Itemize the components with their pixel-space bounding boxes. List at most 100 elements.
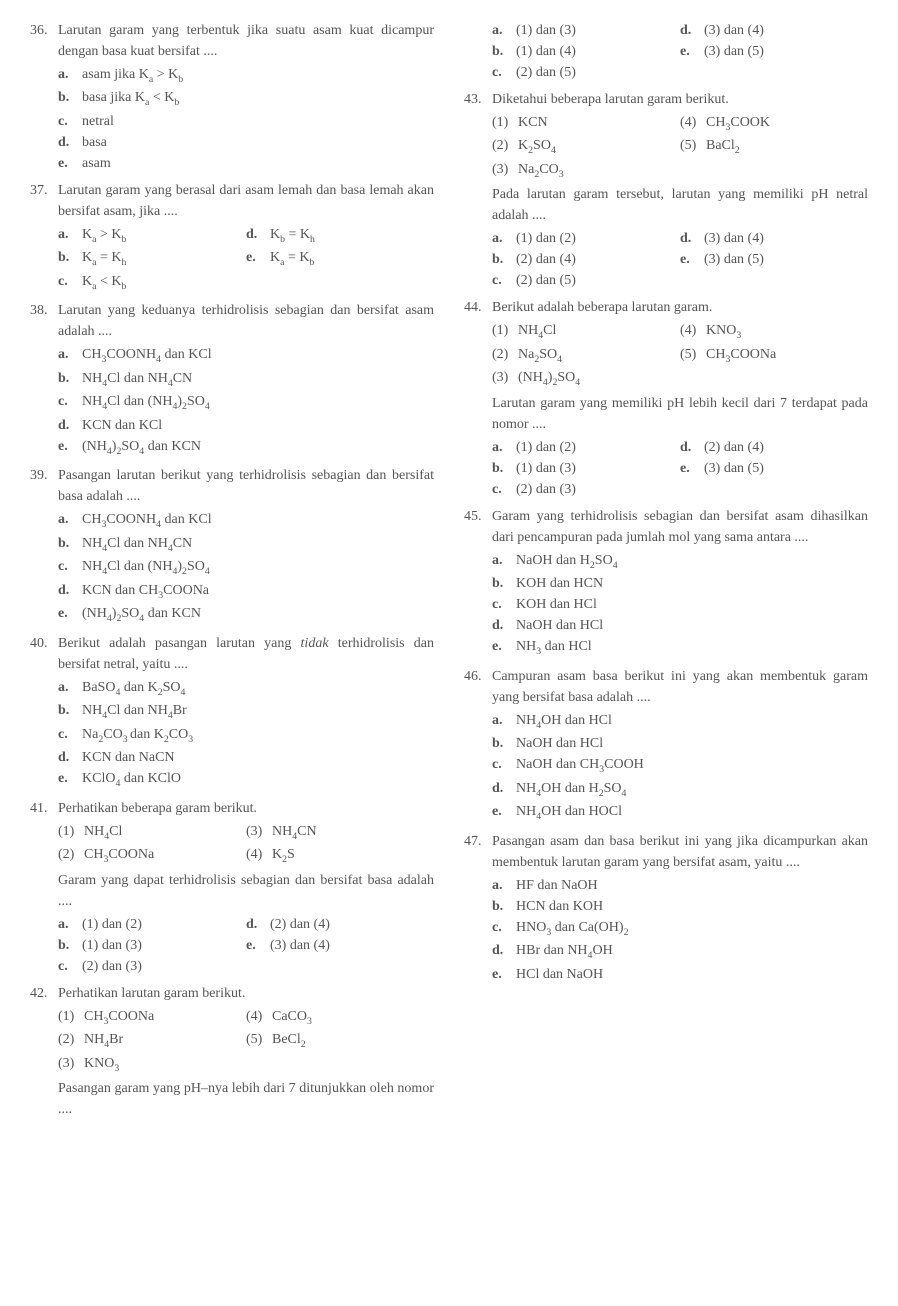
opt-text: NH4Cl dan NH4Br: [82, 700, 434, 723]
left-column: 36. Larutan garam yang terbentuk jika su…: [30, 20, 434, 1126]
item-text: CaCO3: [272, 1006, 312, 1029]
right-column: a.(1) dan (3) d.(3) dan (4) b.(1) dan (4…: [464, 20, 868, 1126]
opt-label: b.: [58, 87, 82, 110]
opt-text: basa: [82, 132, 434, 153]
opt-label: a.: [492, 710, 516, 733]
opt-label: e.: [58, 603, 82, 626]
opt-label: b.: [58, 533, 82, 556]
opt-label: d.: [680, 228, 704, 249]
opt-label: a.: [58, 64, 82, 87]
item-label: (2): [58, 844, 84, 867]
question-text: Pasangan larutan berikut yang terhidroli…: [58, 468, 434, 504]
opt-text: NH3 dan HCl: [516, 636, 868, 659]
item-label: (2): [58, 1029, 84, 1052]
opt-label: c.: [492, 62, 516, 83]
question-47: 47. Pasangan asam dan basa berikut ini y…: [464, 831, 868, 985]
question-text: Larutan yang keduanya terhidrolisis seba…: [58, 303, 434, 339]
question-45: 45. Garam yang terhidrolisis sebagian da…: [464, 506, 868, 660]
question-number: 37.: [30, 180, 58, 294]
opt-text: (1) dan (2): [516, 437, 576, 458]
question-text: Perhatikan larutan garam berikut.: [58, 986, 245, 1001]
opt-text: (3) dan (5): [704, 458, 764, 479]
opt-label: d.: [58, 132, 82, 153]
question-text: Perhatikan beberapa garam berikut.: [58, 801, 257, 816]
opt-text: (2) dan (5): [516, 62, 576, 83]
opt-label: d.: [246, 914, 270, 935]
opt-text: CH3COONH4 dan KCl: [82, 344, 434, 367]
question-42-opts: a.(1) dan (3) d.(3) dan (4) b.(1) dan (4…: [464, 20, 868, 83]
item-text: NH4Br: [84, 1029, 123, 1052]
item-text: BaCl2: [706, 135, 740, 158]
opt-text: asam jika Ka > Kb: [82, 64, 434, 87]
item-text: CH3COONa: [706, 344, 776, 367]
item-label: (2): [492, 344, 518, 367]
opt-label: e.: [492, 636, 516, 659]
opt-label: b.: [492, 41, 516, 62]
question-number: 41.: [30, 798, 58, 977]
opt-text: (NH4)2SO4 dan KCN: [82, 436, 434, 459]
question-text: Berikut adalah beberapa larutan garam.: [492, 300, 712, 315]
opt-label: d.: [58, 747, 82, 768]
opt-label: e.: [58, 153, 82, 174]
opt-label: c.: [58, 724, 82, 747]
opt-text: asam: [82, 153, 434, 174]
opt-text: NaOH dan CH3COOH: [516, 754, 868, 777]
opt-label: a.: [58, 677, 82, 700]
item-text: CH3COONa: [84, 844, 154, 867]
item-label: (3): [58, 1053, 84, 1076]
opt-label: b.: [492, 896, 516, 917]
opt-label: b.: [58, 247, 82, 270]
item-label: (1): [492, 112, 518, 135]
opt-text: HBr dan NH4OH: [516, 940, 868, 963]
item-text: KCN: [518, 112, 548, 135]
opt-text: (1) dan (4): [516, 41, 576, 62]
question-42: 42. Perhatikan larutan garam berikut. (1…: [30, 983, 434, 1120]
question-text: Campuran asam basa berikut ini yang akan…: [492, 669, 868, 705]
item-label: (3): [492, 159, 518, 182]
opt-text: (NH4)2SO4 dan KCN: [82, 603, 434, 626]
opt-text: (1) dan (2): [516, 228, 576, 249]
opt-label: e.: [246, 247, 270, 270]
opt-label: a.: [492, 875, 516, 896]
item-text: CH3COONa: [84, 1006, 154, 1029]
opt-text: Na2CO3 dan K2CO3: [82, 724, 434, 747]
opt-text: NaOH dan HCl: [516, 733, 868, 754]
item-label: (3): [492, 367, 518, 390]
opt-text: BaSO4 dan K2SO4: [82, 677, 434, 700]
question-number: 45.: [464, 506, 492, 660]
opt-text: KOH dan HCN: [516, 573, 868, 594]
opt-label: a.: [58, 509, 82, 532]
question-number: 40.: [30, 633, 58, 792]
opt-label: e.: [680, 249, 704, 270]
question-number: 46.: [464, 666, 492, 825]
item-label: (5): [246, 1029, 272, 1052]
opt-label: c.: [492, 917, 516, 940]
opt-text: Ka = Kb: [270, 247, 314, 270]
opt-text: HCl dan NaOH: [516, 964, 868, 985]
opt-label: c.: [492, 270, 516, 291]
opt-label: b.: [492, 458, 516, 479]
opt-text: NH4OH dan H2SO4: [516, 778, 868, 801]
item-text: KNO3: [84, 1053, 119, 1076]
item-label: (4): [246, 844, 272, 867]
opt-label: e.: [680, 458, 704, 479]
question-text-2: Larutan garam yang memiliki pH lebih kec…: [492, 393, 868, 435]
question-38: 38. Larutan yang keduanya terhidrolisis …: [30, 300, 434, 459]
question-43: 43. Diketahui beberapa larutan garam ber…: [464, 89, 868, 291]
item-label: (4): [680, 112, 706, 135]
opt-text: NH4Cl dan (NH4)2SO4: [82, 391, 434, 414]
opt-label: b.: [492, 733, 516, 754]
opt-text: NaOH dan H2SO4: [516, 550, 868, 573]
opt-text: HCN dan KOH: [516, 896, 868, 917]
opt-label: d.: [58, 580, 82, 603]
opt-text: (1) dan (3): [82, 935, 142, 956]
opt-label: d.: [246, 224, 270, 247]
question-text: Larutan garam yang terbentuk jika suatu …: [58, 23, 434, 59]
opt-label: c.: [58, 556, 82, 579]
opt-label: c.: [58, 271, 82, 294]
item-text: K2S: [272, 844, 295, 867]
opt-label: e.: [492, 801, 516, 824]
opt-label: b.: [58, 368, 82, 391]
opt-label: c.: [58, 111, 82, 132]
opt-label: c.: [492, 479, 516, 500]
